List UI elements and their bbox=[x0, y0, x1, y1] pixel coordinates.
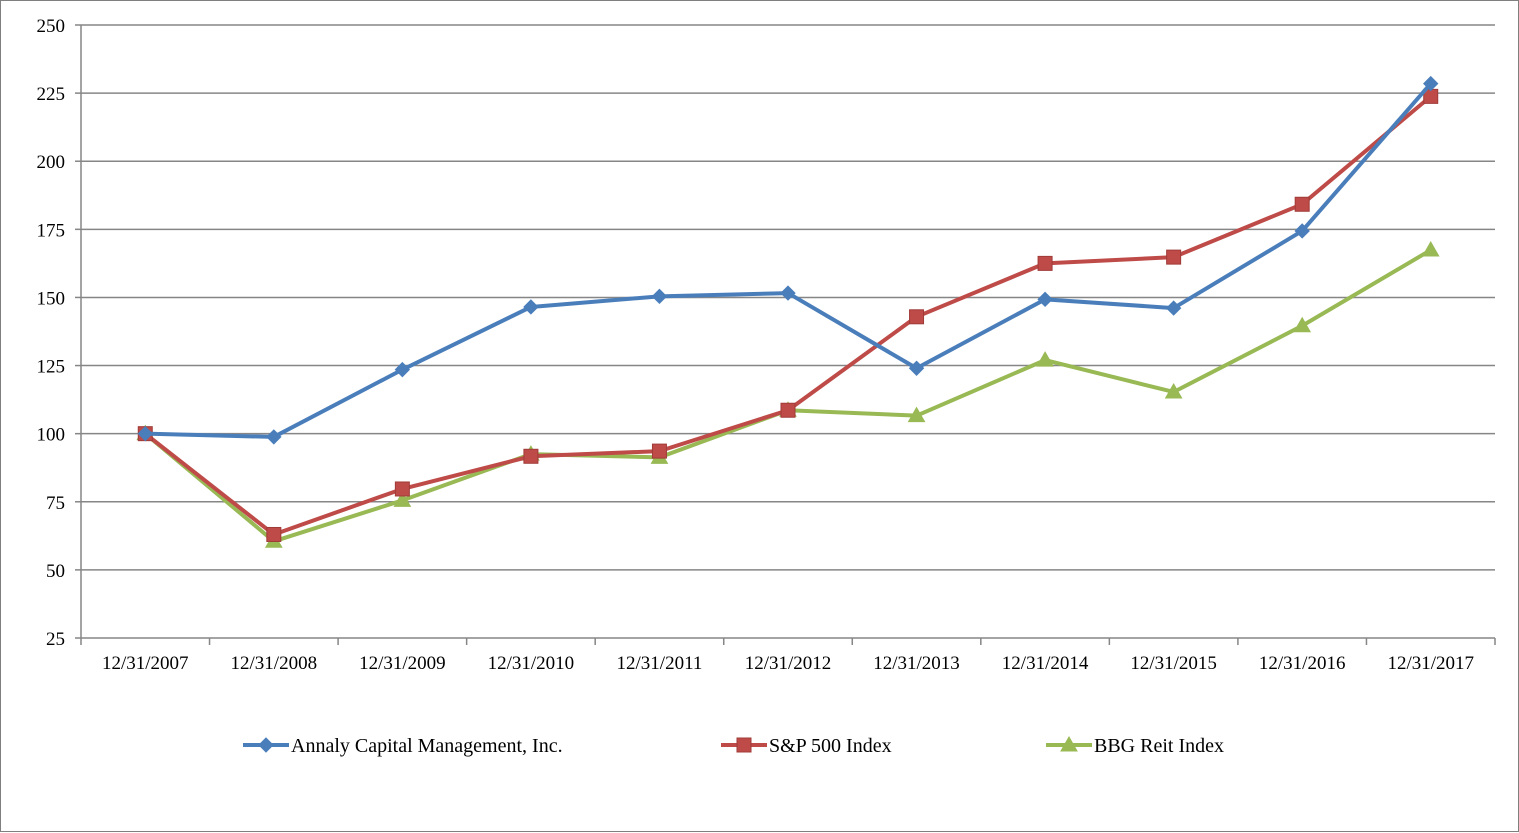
y-tick-label: 75 bbox=[46, 493, 65, 514]
y-tick-label: 100 bbox=[37, 425, 66, 446]
data-point bbox=[393, 491, 412, 507]
x-tick-label: 12/31/2017 bbox=[1387, 653, 1474, 674]
x-tick-label: 12/31/2007 bbox=[102, 653, 189, 674]
legend-marker bbox=[1060, 735, 1078, 752]
series-1 bbox=[137, 88, 1439, 542]
legend-label: Annaly Capital Management, Inc. bbox=[291, 735, 563, 757]
series-line bbox=[145, 82, 1433, 439]
y-axis-ticks: 25 50 75 100 125 150 175 200 225 250 bbox=[37, 16, 81, 650]
data-point bbox=[137, 425, 153, 442]
data-point bbox=[1421, 241, 1440, 257]
data-point bbox=[1165, 300, 1182, 316]
series-line bbox=[144, 94, 1433, 537]
legend-item-1: S&P 500 Index bbox=[721, 735, 892, 757]
legend-marker bbox=[258, 737, 274, 753]
legend-label: BBG Reit Index bbox=[1094, 735, 1224, 757]
data-point bbox=[780, 402, 796, 418]
data-point bbox=[523, 299, 539, 315]
y-tick-label: 225 bbox=[37, 84, 66, 105]
axes bbox=[80, 25, 1495, 639]
legend: Annaly Capital Management, Inc. S&P 500 I… bbox=[243, 735, 1224, 757]
data-point bbox=[651, 443, 667, 459]
x-tick-label: 12/31/2011 bbox=[617, 653, 703, 674]
data-point bbox=[1293, 316, 1312, 333]
legend-item-0: Annaly Capital Management, Inc. bbox=[243, 735, 563, 757]
data-point bbox=[266, 429, 282, 445]
data-point bbox=[1294, 196, 1310, 212]
y-tick-label: 175 bbox=[37, 220, 66, 241]
y-tick-label: 125 bbox=[37, 357, 66, 378]
series-lines bbox=[136, 75, 1440, 548]
x-tick-label: 12/31/2010 bbox=[488, 653, 575, 674]
x-tick-label: 12/31/2008 bbox=[231, 653, 318, 674]
data-point bbox=[908, 360, 925, 376]
data-point bbox=[651, 288, 668, 305]
x-tick-label: 12/31/2016 bbox=[1259, 653, 1346, 674]
legend-item-2: BBG Reit Index bbox=[1046, 735, 1224, 757]
series-0 bbox=[137, 75, 1439, 445]
data-point bbox=[1037, 291, 1053, 308]
data-point bbox=[266, 526, 282, 542]
x-tick-label: 12/31/2013 bbox=[873, 653, 960, 674]
data-point bbox=[909, 309, 925, 325]
y-tick-label: 200 bbox=[37, 152, 66, 173]
data-point bbox=[907, 406, 926, 423]
x-tick-label: 12/31/2009 bbox=[359, 653, 446, 674]
y-tick-label: 50 bbox=[46, 561, 65, 582]
legend-marker bbox=[736, 737, 752, 753]
data-point bbox=[523, 448, 539, 464]
data-point bbox=[394, 361, 411, 378]
data-point bbox=[780, 285, 796, 301]
x-tick-label: 12/31/2015 bbox=[1130, 653, 1217, 674]
data-point bbox=[1164, 382, 1183, 399]
data-point bbox=[1166, 249, 1182, 265]
data-point bbox=[1037, 255, 1053, 271]
data-point bbox=[1294, 223, 1310, 239]
legend-label: S&P 500 Index bbox=[769, 735, 892, 757]
x-axis-ticks: 12/31/2007 12/31/2008 12/31/2009 12/31/2010… bbox=[80, 638, 1496, 674]
data-point bbox=[394, 481, 410, 497]
x-tick-label: 12/31/2012 bbox=[745, 653, 832, 674]
data-point bbox=[1036, 351, 1054, 367]
y-tick-label: 150 bbox=[37, 288, 66, 309]
data-point bbox=[1423, 75, 1439, 92]
y-tick-label: 25 bbox=[46, 629, 65, 650]
y-tick-label: 250 bbox=[37, 16, 66, 37]
x-tick-label: 12/31/2014 bbox=[1002, 653, 1089, 674]
